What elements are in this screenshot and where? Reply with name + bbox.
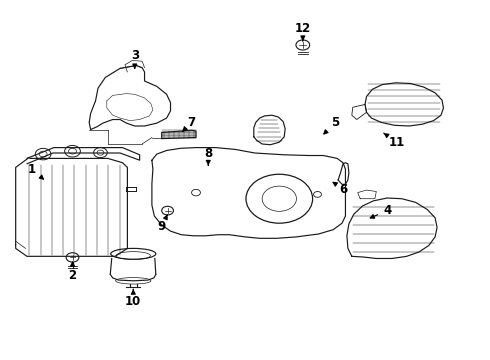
Text: 1: 1 bbox=[28, 163, 44, 179]
Text: 10: 10 bbox=[125, 289, 142, 308]
Text: 3: 3 bbox=[131, 49, 139, 68]
Text: 4: 4 bbox=[370, 204, 391, 218]
Text: 7: 7 bbox=[182, 116, 195, 132]
Text: 8: 8 bbox=[204, 147, 212, 165]
Ellipse shape bbox=[111, 248, 156, 259]
Text: 5: 5 bbox=[324, 116, 340, 134]
Text: 2: 2 bbox=[69, 262, 76, 282]
Text: 9: 9 bbox=[158, 215, 167, 233]
Text: 11: 11 bbox=[384, 133, 405, 149]
Polygon shape bbox=[162, 130, 196, 139]
Text: 6: 6 bbox=[333, 182, 347, 195]
Text: 12: 12 bbox=[294, 22, 311, 41]
